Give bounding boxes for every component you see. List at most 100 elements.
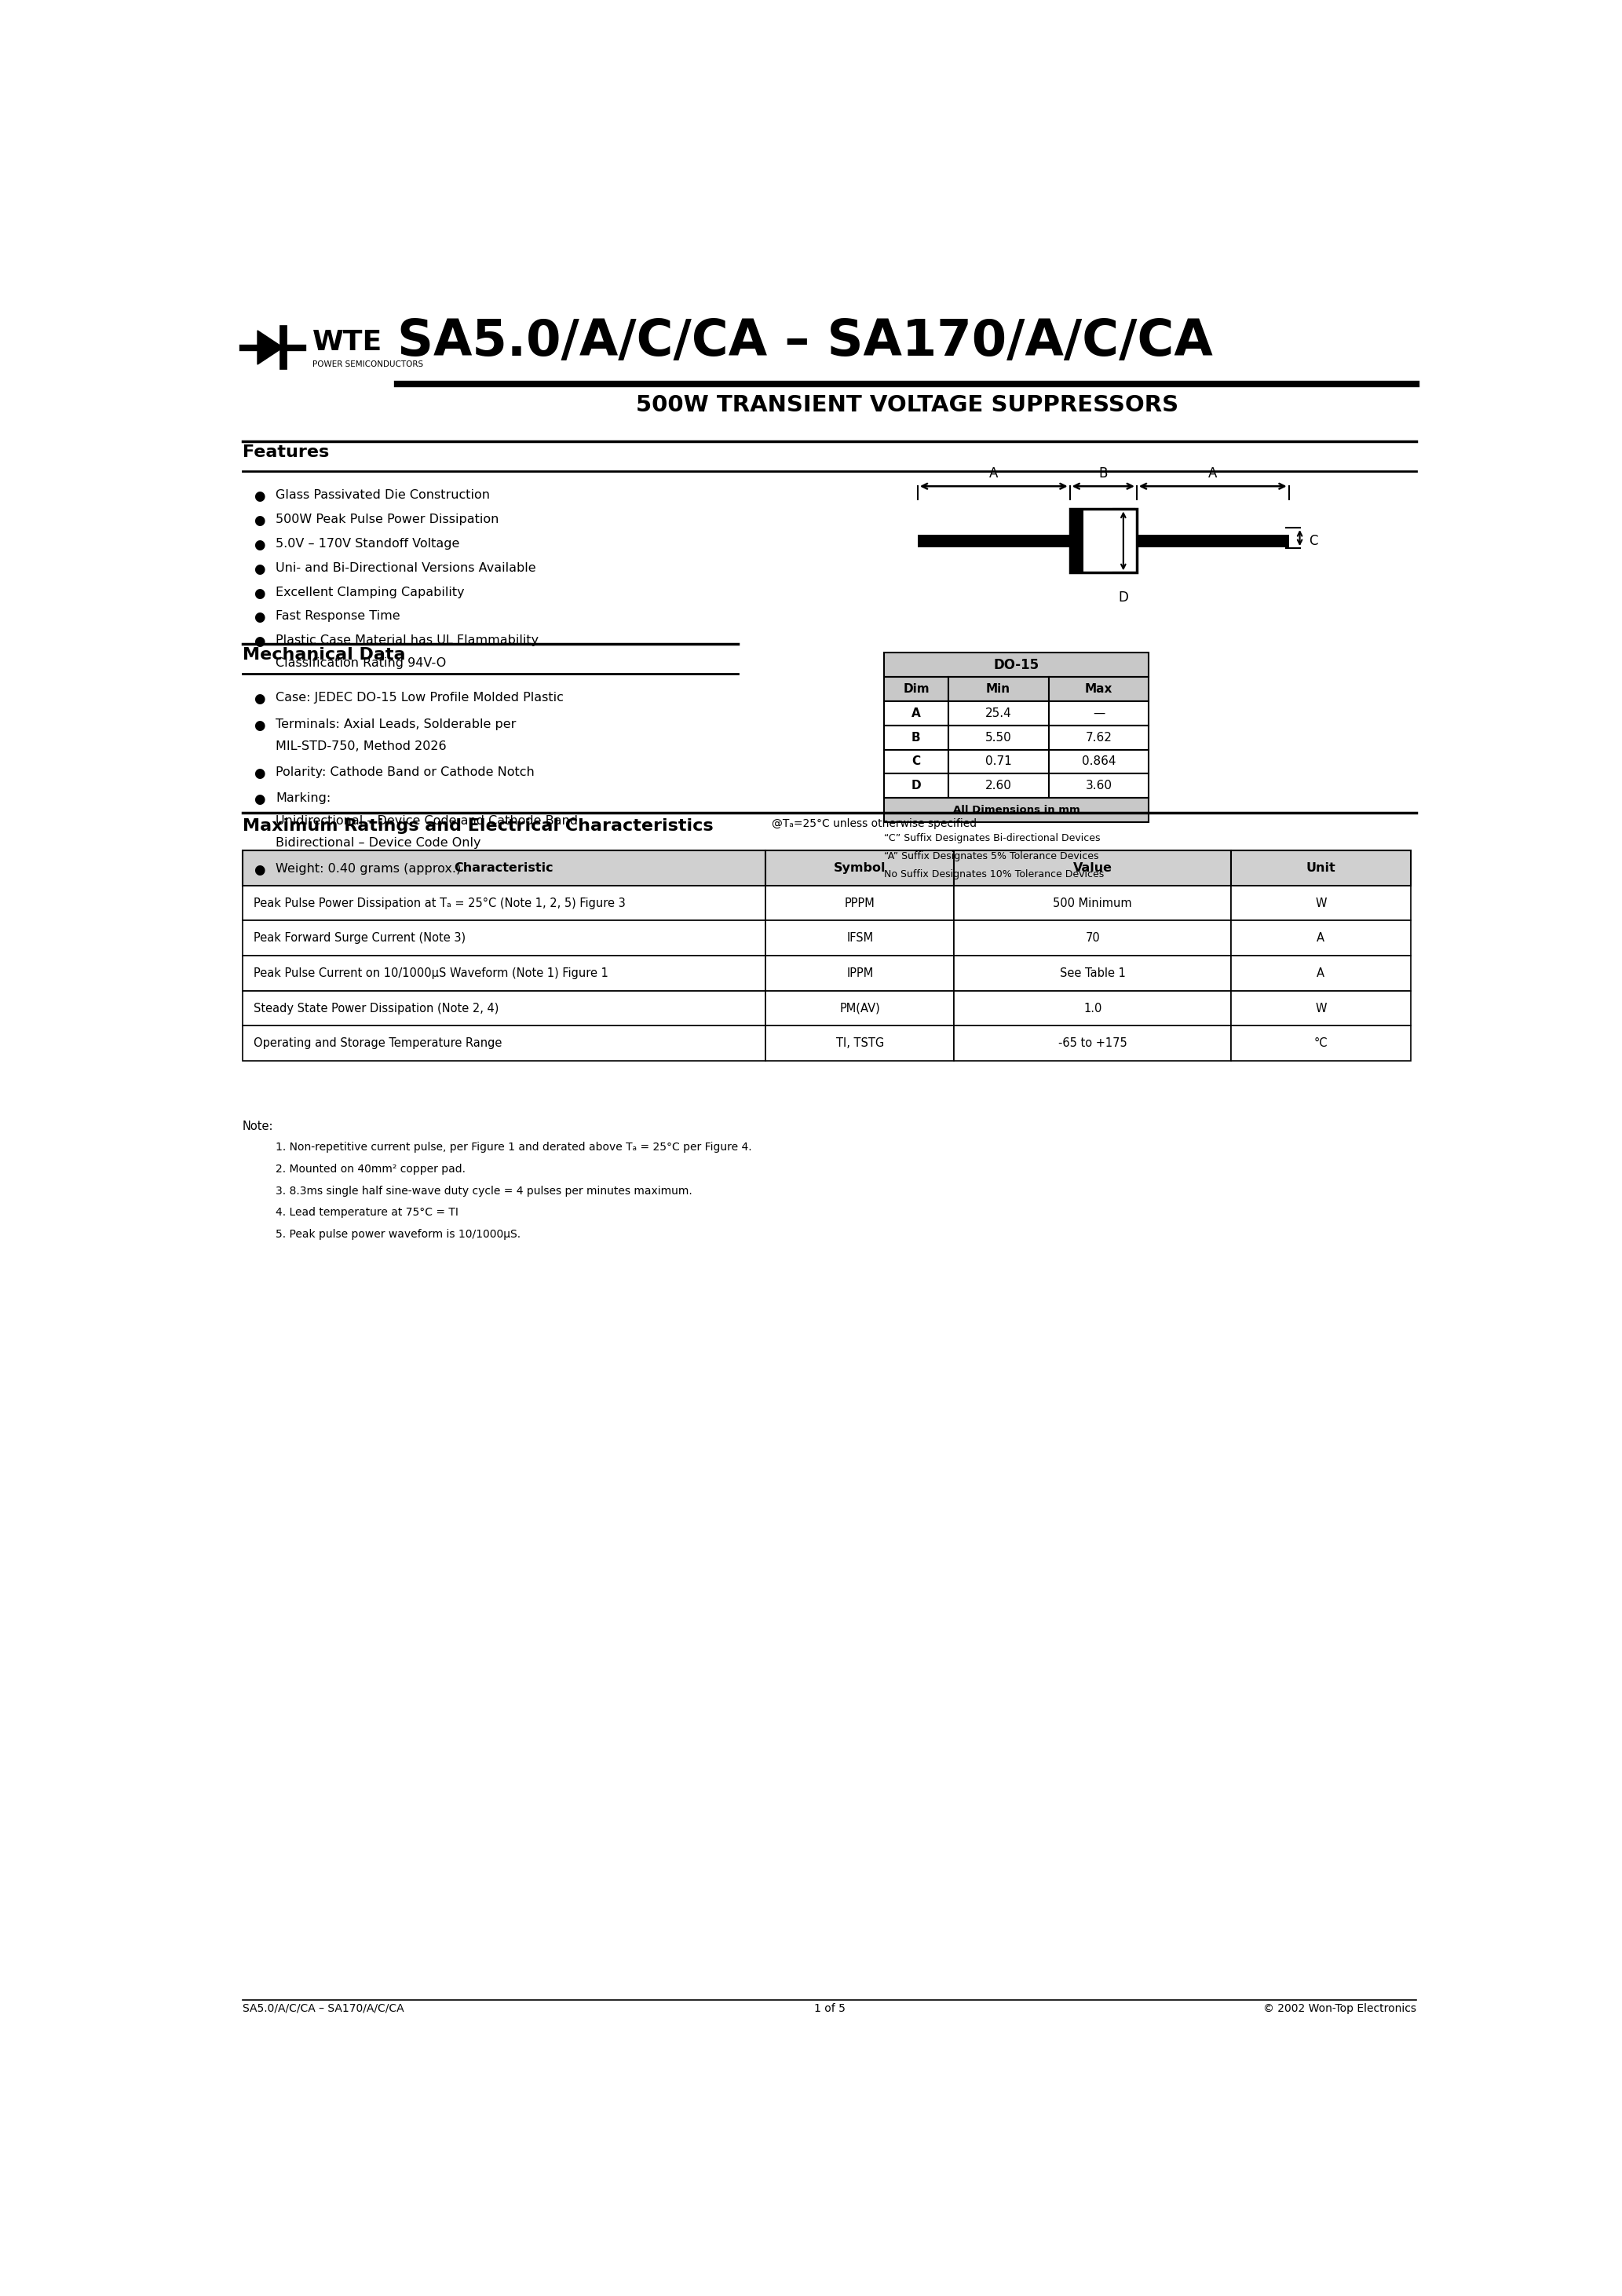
Text: —: —: [1093, 707, 1105, 719]
Bar: [1048, 726, 1148, 748]
Text: 2. Mounted on 40mm² copper pad.: 2. Mounted on 40mm² copper pad.: [276, 1164, 466, 1176]
Text: 3. 8.3ms single half sine-wave duty cycle = 4 pulses per minutes maximum.: 3. 8.3ms single half sine-wave duty cycl…: [276, 1185, 693, 1196]
Text: Dim: Dim: [903, 684, 929, 696]
Bar: [954, 886, 1231, 921]
Text: Excellent Clamping Capability: Excellent Clamping Capability: [276, 585, 464, 597]
Bar: [242, 955, 766, 992]
Bar: [949, 726, 1048, 748]
Bar: [884, 748, 949, 774]
Text: D: D: [912, 781, 921, 792]
Text: WTE: WTE: [313, 328, 383, 356]
Bar: [766, 921, 954, 955]
Text: DO-15: DO-15: [994, 659, 1040, 673]
Text: Peak Pulse Power Dissipation at Tₐ = 25°C (Note 1, 2, 5) Figure 3: Peak Pulse Power Dissipation at Tₐ = 25°…: [253, 898, 624, 909]
Text: No Suffix Designates 10% Tolerance Devices: No Suffix Designates 10% Tolerance Devic…: [884, 870, 1105, 879]
Bar: [242, 850, 766, 886]
Polygon shape: [258, 331, 284, 365]
Text: PPPM: PPPM: [845, 898, 876, 909]
Text: All Dimensions in mm: All Dimensions in mm: [954, 806, 1080, 815]
Bar: [1231, 921, 1411, 955]
Text: A: A: [1208, 466, 1216, 480]
Text: D: D: [1118, 590, 1129, 604]
Text: Value: Value: [1074, 863, 1113, 875]
Bar: [1048, 748, 1148, 774]
Text: ●: ●: [253, 863, 264, 877]
Text: POWER SEMICONDUCTORS: POWER SEMICONDUCTORS: [313, 360, 423, 367]
Text: C: C: [1309, 535, 1319, 549]
Text: Unidirectional – Device Code and Cathode Band: Unidirectional – Device Code and Cathode…: [276, 815, 577, 827]
Bar: [1048, 677, 1148, 700]
Text: ●: ●: [253, 719, 264, 732]
Bar: [954, 1026, 1231, 1061]
Text: Polarity: Cathode Band or Cathode Notch: Polarity: Cathode Band or Cathode Notch: [276, 767, 535, 778]
Bar: [242, 921, 766, 955]
Text: Terminals: Axial Leads, Solderable per: Terminals: Axial Leads, Solderable per: [276, 719, 516, 730]
Bar: [242, 992, 766, 1026]
Text: Symbol: Symbol: [834, 863, 886, 875]
Text: 0.864: 0.864: [1082, 755, 1116, 767]
Bar: [1231, 1026, 1411, 1061]
Text: 500 Minimum: 500 Minimum: [1053, 898, 1132, 909]
Text: IPPM: IPPM: [847, 967, 873, 978]
Text: Peak Forward Surge Current (Note 3): Peak Forward Surge Current (Note 3): [253, 932, 466, 944]
Bar: [242, 886, 766, 921]
Text: 500W Peak Pulse Power Dissipation: 500W Peak Pulse Power Dissipation: [276, 514, 500, 526]
Text: 5. Peak pulse power waveform is 10/1000μS.: 5. Peak pulse power waveform is 10/1000μ…: [276, 1228, 521, 1240]
Text: Fast Response Time: Fast Response Time: [276, 611, 401, 622]
Text: ●: ●: [253, 634, 264, 650]
Bar: [1071, 510, 1083, 572]
Text: ●: ●: [253, 585, 264, 602]
Text: -65 to +175: -65 to +175: [1058, 1038, 1127, 1049]
Bar: [954, 955, 1231, 992]
Text: W: W: [1315, 898, 1327, 909]
Text: Operating and Storage Temperature Range: Operating and Storage Temperature Range: [253, 1038, 501, 1049]
Text: Case: JEDEC DO-15 Low Profile Molded Plastic: Case: JEDEC DO-15 Low Profile Molded Pla…: [276, 691, 564, 705]
Text: PM(AV): PM(AV): [840, 1003, 881, 1015]
Bar: [242, 1026, 766, 1061]
Text: ●: ●: [253, 489, 264, 503]
Text: Mechanical Data: Mechanical Data: [242, 647, 406, 664]
Text: Min: Min: [986, 684, 1011, 696]
Text: 500W TRANSIENT VOLTAGE SUPPRESSORS: 500W TRANSIENT VOLTAGE SUPPRESSORS: [636, 395, 1178, 416]
Bar: [766, 992, 954, 1026]
Text: IFSM: IFSM: [847, 932, 873, 944]
Text: 7.62: 7.62: [1085, 732, 1113, 744]
Bar: [954, 850, 1231, 886]
Text: 5.0V – 170V Standoff Voltage: 5.0V – 170V Standoff Voltage: [276, 537, 459, 549]
Text: Marking:: Marking:: [276, 792, 331, 804]
Text: Note:: Note:: [242, 1120, 274, 1132]
Text: ●: ●: [253, 611, 264, 625]
Text: SA5.0/A/C/CA – SA170/A/C/CA: SA5.0/A/C/CA – SA170/A/C/CA: [397, 317, 1213, 365]
Text: Weight: 0.40 grams (approx.): Weight: 0.40 grams (approx.): [276, 863, 461, 875]
Text: Max: Max: [1085, 684, 1113, 696]
Text: 70: 70: [1085, 932, 1100, 944]
Bar: [1048, 700, 1148, 726]
Text: TI, TSTG: TI, TSTG: [835, 1038, 884, 1049]
Text: ●: ●: [253, 767, 264, 781]
Text: Features: Features: [242, 443, 329, 459]
Text: A: A: [1317, 932, 1325, 944]
Text: A: A: [1317, 967, 1325, 978]
Text: Steady State Power Dissipation (Note 2, 4): Steady State Power Dissipation (Note 2, …: [253, 1003, 498, 1015]
Text: Maximum Ratings and Electrical Characteristics: Maximum Ratings and Electrical Character…: [242, 817, 714, 833]
Text: MIL-STD-750, Method 2026: MIL-STD-750, Method 2026: [276, 742, 446, 753]
Text: SA5.0/A/C/CA – SA170/A/C/CA: SA5.0/A/C/CA – SA170/A/C/CA: [242, 2002, 404, 2014]
Bar: [1231, 850, 1411, 886]
Text: C: C: [912, 755, 921, 767]
Text: 5.50: 5.50: [985, 732, 1012, 744]
Bar: [884, 799, 1148, 822]
Text: © 2002 Won-Top Electronics: © 2002 Won-Top Electronics: [1264, 2002, 1416, 2014]
Text: ●: ●: [253, 691, 264, 707]
Text: 25.4: 25.4: [985, 707, 1012, 719]
Bar: [918, 535, 1071, 546]
Text: A: A: [912, 707, 921, 719]
Text: Peak Pulse Current on 10/1000μS Waveform (Note 1) Figure 1: Peak Pulse Current on 10/1000μS Waveform…: [253, 967, 608, 978]
Text: 3.60: 3.60: [1085, 781, 1113, 792]
Bar: [766, 955, 954, 992]
Text: 1. Non-repetitive current pulse, per Figure 1 and derated above Tₐ = 25°C per Fi: 1. Non-repetitive current pulse, per Fig…: [276, 1141, 753, 1153]
Text: A: A: [989, 466, 998, 480]
Bar: [1137, 535, 1289, 546]
Text: Bidirectional – Device Code Only: Bidirectional – Device Code Only: [276, 838, 482, 850]
Text: 1.0: 1.0: [1083, 1003, 1101, 1015]
Text: Uni- and Bi-Directional Versions Available: Uni- and Bi-Directional Versions Availab…: [276, 563, 537, 574]
